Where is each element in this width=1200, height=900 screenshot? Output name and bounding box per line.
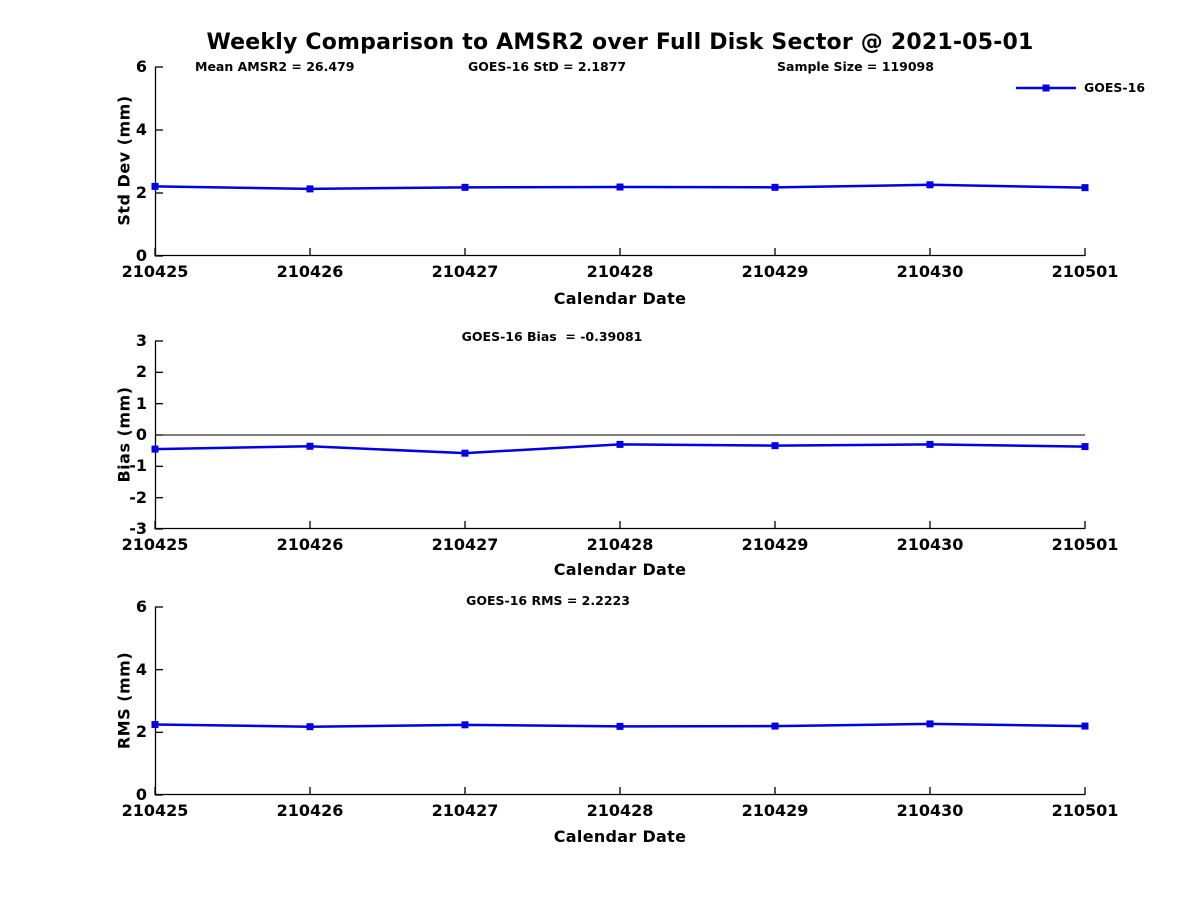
data-point-marker [926,181,934,189]
data-point-marker [461,721,469,729]
axis-spine [154,67,1085,257]
x-tick-label: 210426 [276,801,344,820]
plot-area-stddev [151,66,1089,257]
data-point-marker [151,721,159,728]
x-tick-label: 210428 [586,535,654,554]
x-tick-label: 210428 [586,262,654,281]
data-point-marker [771,722,779,730]
subplot-title-rms: GOES-16 RMS = 2.2223 [466,593,630,608]
data-point-marker [151,445,159,453]
data-point-marker [306,185,314,193]
data-point-marker [151,182,159,190]
data-point-marker [616,183,624,191]
x-tick-label: 210430 [896,262,964,281]
plot-area-bias [151,340,1089,530]
y-tick-label: 1 [135,393,147,413]
x-tick-label: 210427 [431,535,499,554]
y-tick-label: 6 [135,597,147,616]
x-tick-label: 210427 [431,801,499,820]
data-point-marker [461,183,469,191]
data-point-marker [1081,722,1089,730]
axis-spine [154,607,1085,796]
x-tick-label: 210501 [1051,535,1119,554]
x-axis-label-rms: Calendar Date [553,827,687,846]
x-axis-label-stddev: Calendar Date [553,289,687,308]
x-tick-label: 210426 [276,262,344,281]
data-point-marker [771,183,779,191]
x-tick-label: 210429 [741,262,809,281]
y-tick-label: -1 [129,456,147,476]
x-tick-label: 210501 [1051,801,1119,820]
x-tick-label: 210425 [121,535,189,554]
data-point-marker [616,722,624,730]
stat-sample-size: Sample Size = 119098 [777,59,934,74]
y-tick-label: 2 [135,722,147,742]
y-tick-label: -3 [129,519,147,538]
data-point-marker [306,723,314,731]
y-tick-label: 0 [135,785,147,804]
stat-goes16-std: GOES-16 StD = 2.1877 [468,59,627,74]
main-title: Weekly Comparison to AMSR2 over Full Dis… [206,30,1034,55]
data-point-marker [306,442,314,450]
legend-label: GOES-16 [1084,80,1146,95]
x-tick-label: 210501 [1051,262,1119,281]
legend: GOES-16 [1016,80,1145,96]
stat-mean-amsr2: Mean AMSR2 = 26.479 [195,59,355,74]
data-point-marker [1081,184,1089,192]
x-axis-label-bias: Calendar Date [553,560,687,579]
legend-line-icon [1016,84,1076,92]
y-tick-label: 4 [135,659,147,679]
x-tick-label: 210428 [586,801,654,820]
y-tick-label: 4 [135,120,147,139]
x-tick-label: 210427 [431,262,499,281]
plot-area-rms [151,606,1089,796]
y-tick-label: 6 [135,57,147,76]
x-tick-label: 210429 [741,801,809,820]
y-tick-label: 3 [135,331,147,350]
y-tick-label: 2 [135,362,147,382]
y-tick-label: 2 [135,183,147,202]
data-point-marker [771,442,779,450]
y-axis-label-stddev: Std Dev (mm) [114,95,134,226]
y-axis-label-rms: RMS (mm) [114,651,134,750]
x-tick-label: 210430 [896,535,964,554]
x-tick-label: 210425 [121,262,189,281]
data-point-marker [461,449,469,457]
x-tick-label: 210425 [121,801,189,820]
data-point-marker [926,440,934,448]
x-tick-label: 210429 [741,535,809,554]
subplot-title-bias: GOES-16 Bias = -0.39081 [461,329,643,344]
y-tick-label: 0 [135,425,147,444]
data-point-marker [616,440,624,448]
y-tick-label: 0 [135,246,147,265]
data-point-marker [926,720,934,728]
data-point-marker [1081,443,1089,451]
x-tick-label: 210430 [896,801,964,820]
y-tick-label: -2 [129,487,147,507]
x-tick-label: 210426 [276,535,344,554]
